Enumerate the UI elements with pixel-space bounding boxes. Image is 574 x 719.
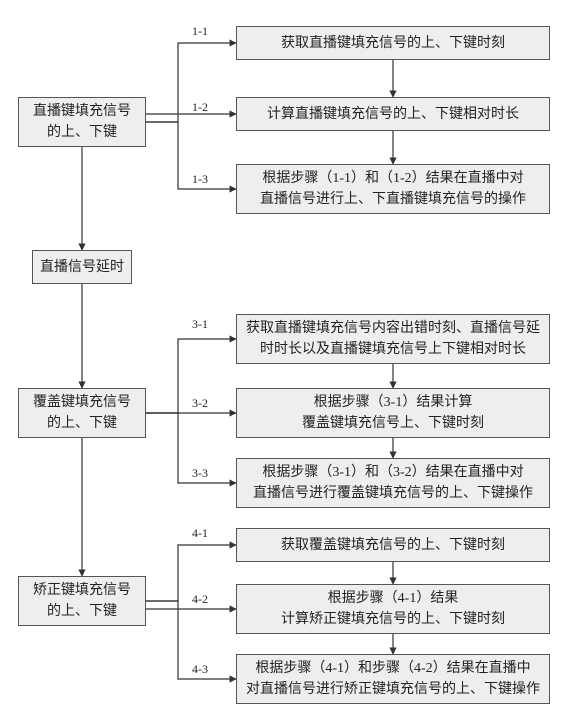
node-r32: 根据步骤（3-1）结果计算覆盖键填充信号上、下键时刻 <box>236 388 550 438</box>
node-r33: 根据步骤（3-1）和（3-2）结果在直播中对直播信号进行覆盖键填充信号的上、下键… <box>236 458 550 508</box>
node-r42: 根据步骤（4-1）结果计算矫正键填充信号的上、下键时刻 <box>236 584 550 634</box>
node-left3: 覆盖键填充信号的上、下键 <box>18 388 146 438</box>
node-label: 矫正键填充信号的上、下键 <box>33 580 131 622</box>
edge-label-4-3: 4-3 <box>192 662 208 677</box>
node-label: 获取直播键填充信号内容出错时刻、直播信号延时时长以及直播键填充信号上下键相对时长 <box>246 318 540 360</box>
edge-label-4-1: 4-1 <box>192 526 208 541</box>
edge-label-3-3: 3-3 <box>192 466 208 481</box>
edge-label-4-2: 4-2 <box>192 592 208 607</box>
node-r13: 根据步骤（1-1）和（1-2）结果在直播中对直播信号进行上、下直播键填充信号的操… <box>236 164 550 214</box>
edge-label-1-3: 1-3 <box>192 172 208 187</box>
node-r31: 获取直播键填充信号内容出错时刻、直播信号延时时长以及直播键填充信号上下键相对时长 <box>236 314 550 364</box>
node-r12: 计算直播键填充信号的上、下键相对时长 <box>236 97 550 131</box>
edge-label-1-2: 1-2 <box>192 100 208 115</box>
node-label: 计算直播键填充信号的上、下键相对时长 <box>267 104 519 125</box>
node-label: 直播信号延时 <box>40 257 124 278</box>
node-label: 根据步骤（4-1）结果计算矫正键填充信号的上、下键时刻 <box>281 588 505 630</box>
node-r43: 根据步骤（4-1）和步骤（4-2）结果在直播中对直播信号进行矫正键填充信号的上、… <box>236 654 550 704</box>
flowchart-canvas: 直播键填充信号的上、下键 直播信号延时 覆盖键填充信号的上、下键 矫正键填充信号… <box>0 0 574 719</box>
node-label: 获取覆盖键填充信号的上、下键时刻 <box>281 535 505 556</box>
node-left1: 直播键填充信号的上、下键 <box>18 97 146 147</box>
edge-label-3-2: 3-2 <box>192 396 208 411</box>
node-label: 根据步骤（1-1）和（1-2）结果在直播中对直播信号进行上、下直播键填充信号的操… <box>260 168 526 210</box>
node-left2: 直播信号延时 <box>32 250 132 284</box>
node-r11: 获取直播键填充信号的上、下键时刻 <box>236 26 550 60</box>
node-label: 根据步骤（3-1）结果计算覆盖键填充信号上、下键时刻 <box>302 392 484 434</box>
node-label: 根据步骤（3-1）和（3-2）结果在直播中对直播信号进行覆盖键填充信号的上、下键… <box>253 462 533 504</box>
node-label: 根据步骤（4-1）和步骤（4-2）结果在直播中对直播信号进行矫正键填充信号的上、… <box>246 658 540 700</box>
node-left4: 矫正键填充信号的上、下键 <box>18 576 146 626</box>
node-label: 获取直播键填充信号的上、下键时刻 <box>281 33 505 54</box>
edge-label-1-1: 1-1 <box>192 24 208 39</box>
node-r41: 获取覆盖键填充信号的上、下键时刻 <box>236 528 550 562</box>
edge-label-3-1: 3-1 <box>192 317 208 332</box>
node-label: 覆盖键填充信号的上、下键 <box>33 392 131 434</box>
node-label: 直播键填充信号的上、下键 <box>33 101 131 143</box>
